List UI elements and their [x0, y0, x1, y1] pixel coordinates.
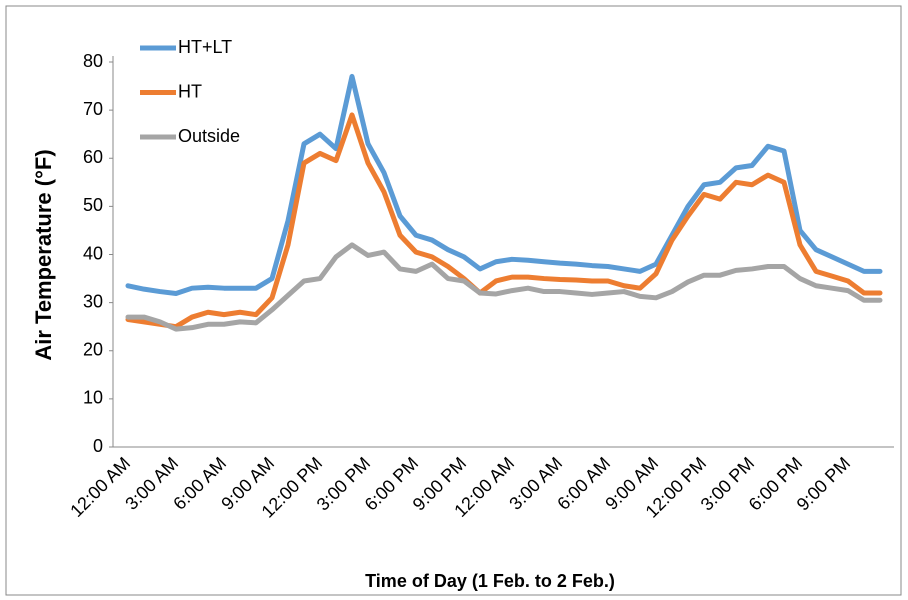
legend-label: HT — [178, 81, 202, 101]
y-axis-title: Air Temperature (°F) — [31, 149, 56, 360]
series-line — [125, 73, 883, 296]
y-tick-label: 20 — [83, 340, 103, 360]
y-tick-label: 40 — [83, 243, 103, 263]
y-tick-label: 60 — [83, 147, 103, 167]
y-tick-label: 70 — [83, 99, 103, 119]
chart-border — [5, 5, 902, 596]
y-tick-label: 30 — [83, 291, 103, 311]
y-tick-label: 50 — [83, 195, 103, 215]
x-axis-title: Time of Day (1 Feb. to 2 Feb.) — [365, 571, 615, 591]
legend-label: Outside — [178, 126, 240, 146]
series-line — [125, 112, 883, 330]
y-tick-label: 80 — [83, 51, 103, 71]
series-line — [125, 242, 883, 332]
y-tick-label: 10 — [83, 388, 103, 408]
legend-label: HT+LT — [178, 37, 232, 57]
y-tick-label: 0 — [93, 436, 103, 456]
